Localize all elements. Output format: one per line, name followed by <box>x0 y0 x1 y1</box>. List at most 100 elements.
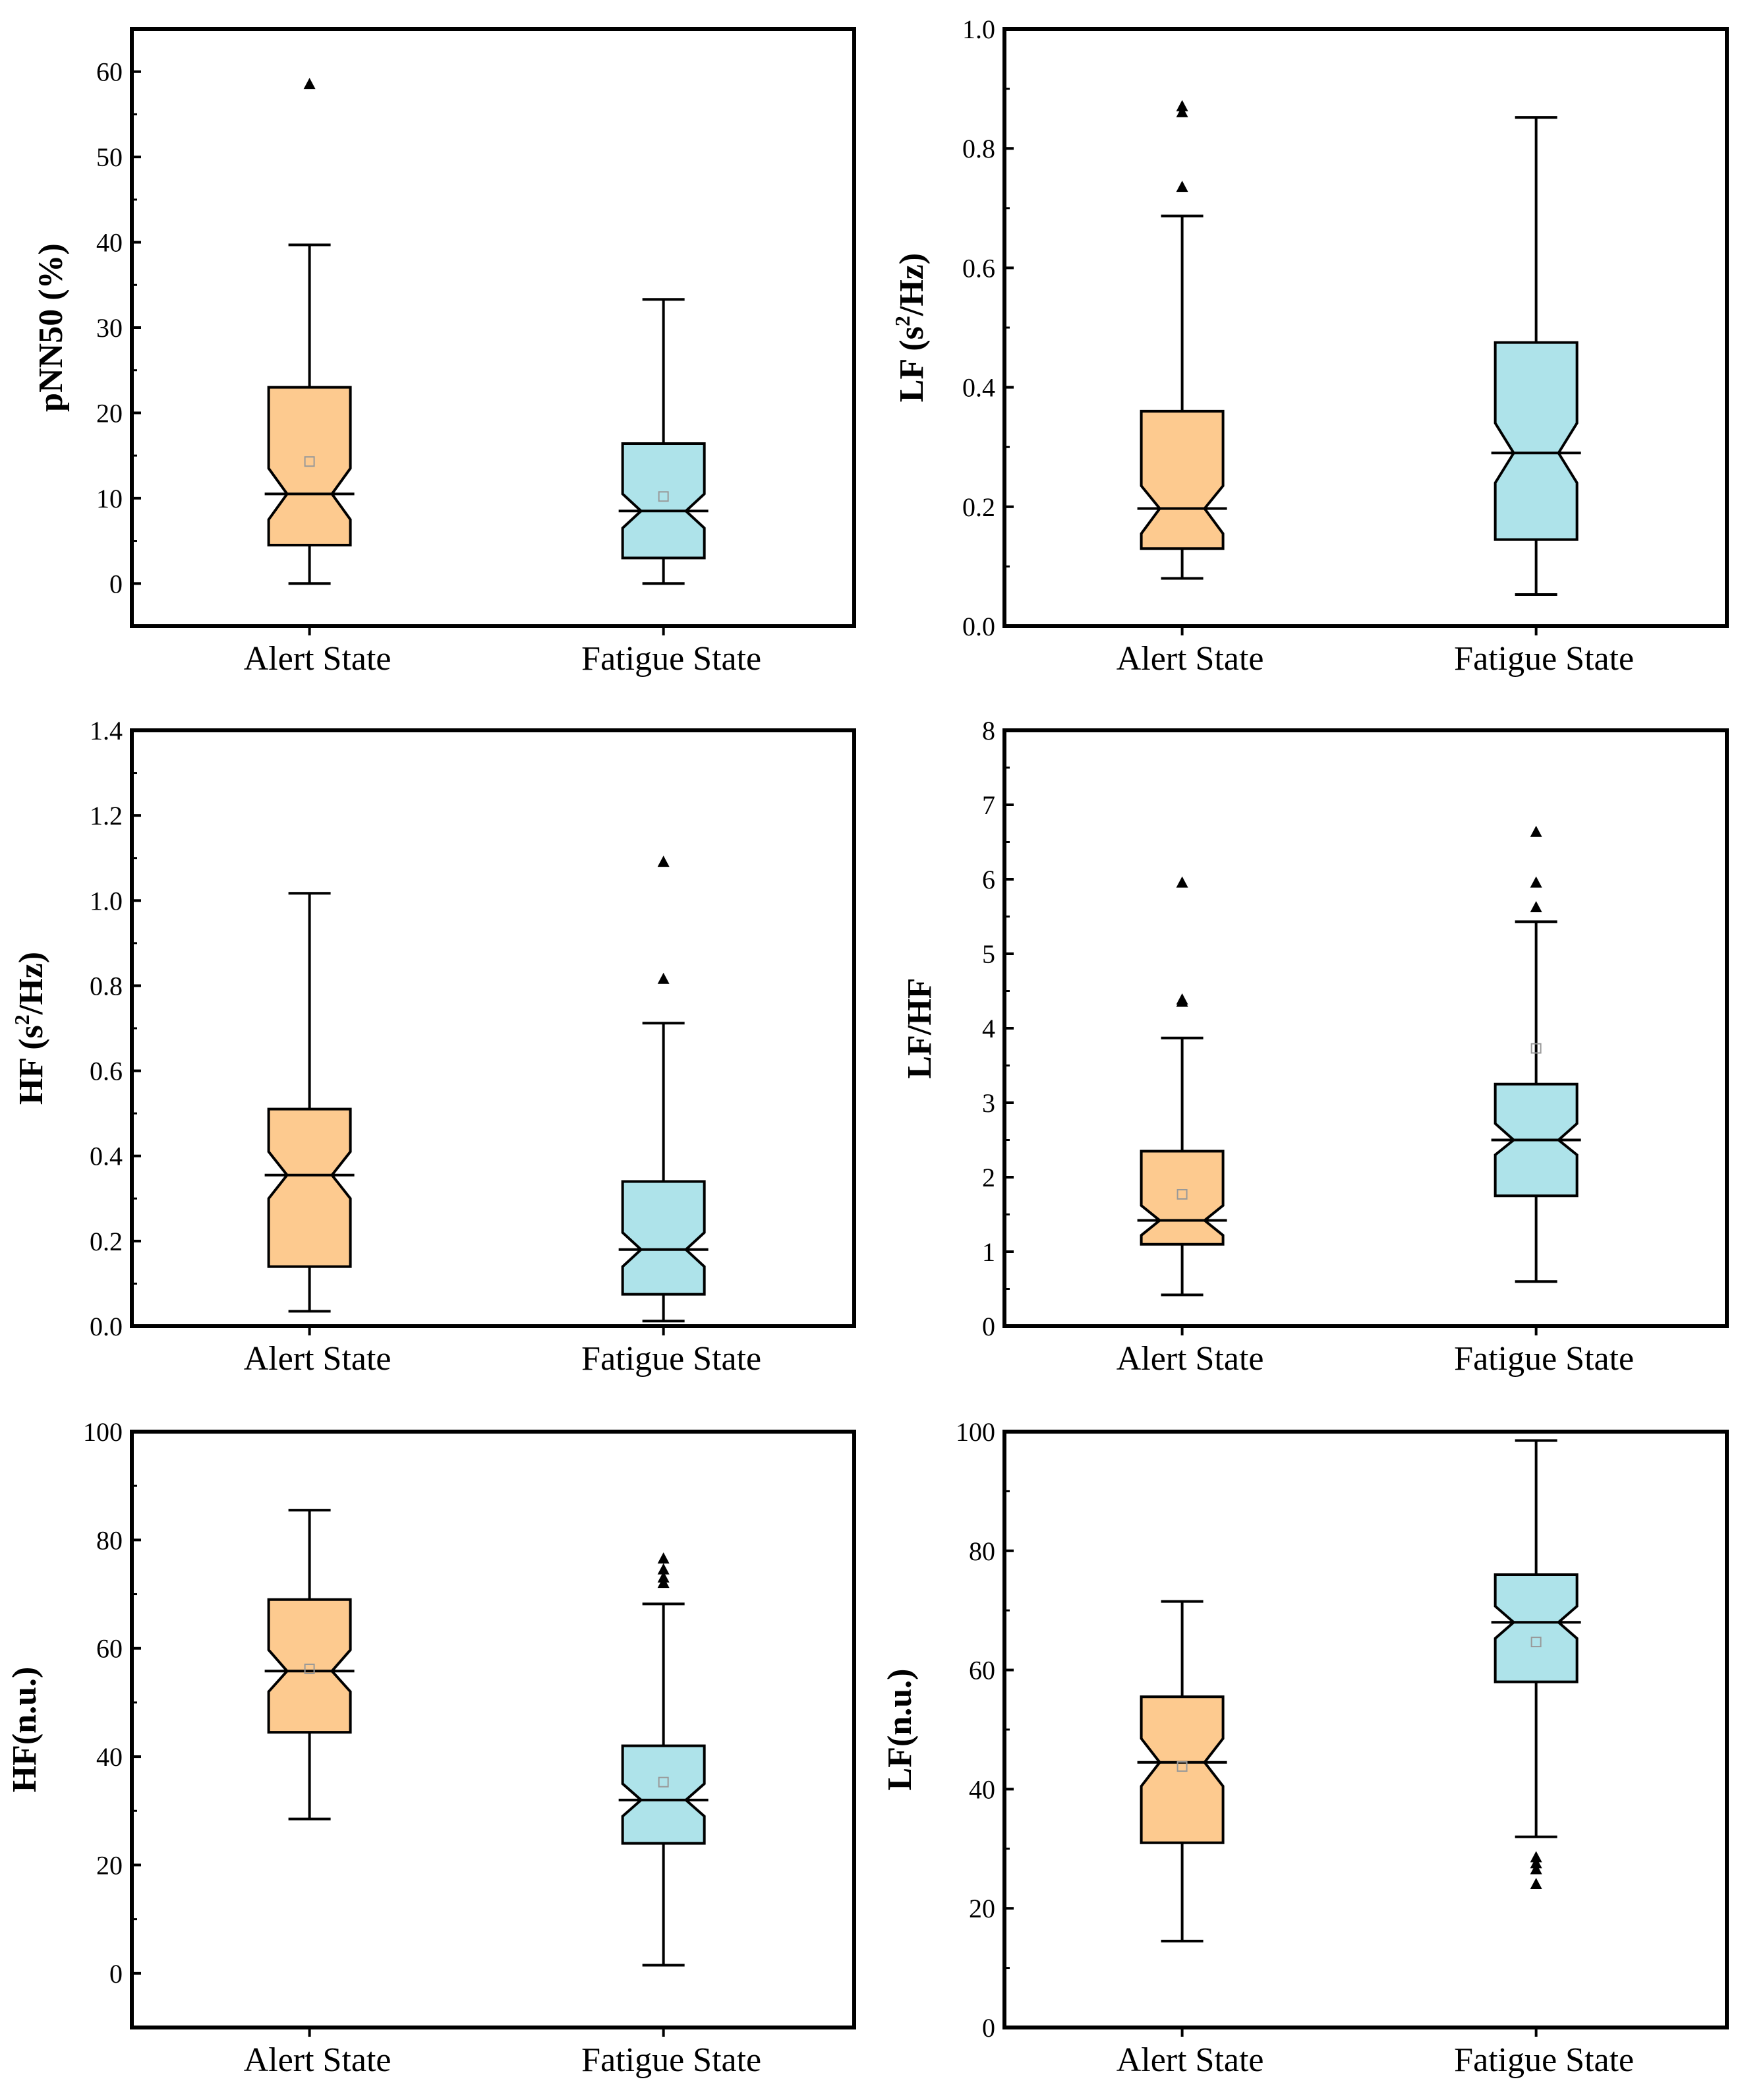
box-body <box>1494 341 1579 541</box>
outlier-point <box>1530 1857 1542 1869</box>
x-category-label: Alert State <box>1116 640 1264 678</box>
mean-marker <box>658 491 669 502</box>
x-category-label: Alert State <box>244 640 392 678</box>
y-tick-label: 0 <box>982 1312 995 1341</box>
outlier-point <box>657 972 670 984</box>
plot-frame <box>1002 27 1729 628</box>
box-fatigue <box>1491 825 1581 1283</box>
box-body <box>1140 1695 1225 1844</box>
box-alert <box>264 892 355 1313</box>
y-tick-label: 10 <box>96 484 123 513</box>
y-tick-label: 0.4 <box>90 1142 123 1171</box>
y-axis-title: HF (s2/Hz) <box>10 952 50 1105</box>
outlier-point <box>657 856 670 867</box>
plot-frame <box>1002 1430 1729 2029</box>
mean-marker <box>304 1663 315 1674</box>
y-axis-title: LF (s2/Hz) <box>890 253 931 402</box>
outlier-point <box>303 78 316 90</box>
chart-panel-3: 0.0 0.2 0.4 0.6 0.8 1.0 1.2 1.4 Alert State Fatig… <box>10 716 856 1378</box>
mean-marker <box>1530 1043 1542 1054</box>
x-category-label: Fatigue State <box>581 640 761 678</box>
x-category-label: Fatigue State <box>581 1340 761 1378</box>
y-tick-label: 5 <box>982 939 995 969</box>
box-alert <box>1137 100 1227 580</box>
y-tick-label: 100 <box>956 1417 995 1447</box>
y-tick-label: 60 <box>96 57 123 87</box>
y-tick-label: 0.0 <box>90 1312 123 1341</box>
chart-panel-5: 0 20 40 60 80 100 Alert State Fatigue State HF(n… <box>6 1417 856 2079</box>
y-axis-title-end: /Hz) <box>893 253 931 316</box>
y-tick-label: 1.0 <box>90 886 123 916</box>
mean-marker <box>304 456 315 467</box>
chart-panel-4: 0 1 2 3 4 5 6 7 8 Alert State Fatigue State LF/HF <box>901 716 1729 1378</box>
box-fatigue <box>618 298 709 585</box>
y-tick-label: 6 <box>982 865 995 894</box>
outlier-point <box>1530 900 1542 912</box>
y-tick-label: 40 <box>96 228 123 258</box>
y-axis-title: LF(n.u.) <box>881 1669 919 1791</box>
y-tick-label: 0.4 <box>962 373 995 403</box>
x-category-label: Fatigue State <box>1454 1340 1634 1378</box>
box-body <box>1140 1150 1225 1246</box>
plot-frame <box>130 728 856 1328</box>
chart-panel-2: 0.0 0.2 0.4 0.6 0.8 1.0 Alert State Fatigue Sta… <box>890 15 1729 678</box>
y-tick-label: 0.0 <box>962 612 995 641</box>
x-category-label: Fatigue State <box>581 2041 761 2079</box>
y-axis-title-end: /Hz) <box>13 952 50 1015</box>
plot-frame <box>130 27 856 628</box>
y-tick-label: 0 <box>982 2013 995 2043</box>
box-alert <box>1137 1600 1227 1942</box>
mean-marker <box>658 1776 669 1788</box>
y-axis-title-superscript: 2 <box>890 316 914 326</box>
mean-marker <box>1176 1761 1188 1772</box>
y-tick-label: 0.8 <box>90 971 123 1001</box>
outlier-point <box>1176 876 1188 888</box>
y-tick-label: 1.4 <box>90 716 123 745</box>
box-alert <box>1137 876 1227 1297</box>
chart-panel-6: 0 20 40 60 80 100 Alert State Fatigue State LF(n… <box>881 1417 1729 2079</box>
plot-frame <box>130 1430 856 2029</box>
y-tick-label: 40 <box>96 1742 123 1772</box>
outlier-point <box>1530 1863 1542 1875</box>
y-tick-label: 40 <box>969 1774 995 1804</box>
box-body <box>1140 409 1225 550</box>
y-axis-title: HF(n.u.) <box>6 1667 44 1793</box>
outlier-point <box>1176 100 1188 111</box>
y-tick-label: 1 <box>982 1237 995 1267</box>
outlier-point <box>1530 1878 1542 1890</box>
outlier-point <box>1530 876 1542 888</box>
y-tick-label: 80 <box>969 1536 995 1566</box>
y-tick-label: 0.6 <box>90 1057 123 1086</box>
y-tick-label: 80 <box>96 1525 123 1555</box>
box-fatigue <box>618 856 709 1323</box>
y-tick-label: 0.2 <box>90 1227 123 1256</box>
outlier-point <box>1176 181 1188 192</box>
box-alert <box>264 1509 355 1821</box>
y-tick-label: 0.8 <box>962 134 995 163</box>
box-body <box>1494 1573 1579 1683</box>
outlier-point <box>1176 105 1188 117</box>
box-body <box>621 1180 706 1296</box>
outlier-point <box>657 1563 670 1575</box>
box-alert <box>264 78 355 585</box>
y-axis-title-superscript: 2 <box>10 1014 34 1025</box>
outlier-point <box>657 1552 670 1564</box>
chart-panel-1: 0 10 20 30 40 50 60 Alert State Fatigue State pNN… <box>32 27 856 678</box>
y-tick-label: 8 <box>982 716 995 745</box>
y-tick-label: 0.2 <box>962 492 995 522</box>
mean-marker <box>1176 1188 1188 1200</box>
box-body <box>621 1744 706 1845</box>
outlier-point <box>657 1571 670 1583</box>
y-tick-label: 0 <box>109 1959 123 1989</box>
y-tick-label: 20 <box>96 1850 123 1880</box>
y-tick-label: 20 <box>969 1894 995 1923</box>
x-category-label: Alert State <box>1116 2041 1264 2079</box>
y-axis-title-main: LF (s <box>893 326 931 402</box>
y-tick-label: 0.6 <box>962 253 995 283</box>
x-category-label: Fatigue State <box>1454 640 1634 678</box>
x-category-label: Alert State <box>244 1340 392 1378</box>
y-tick-label: 1.2 <box>90 801 123 831</box>
y-axis-title-main: HF (s <box>13 1025 50 1105</box>
y-axis-title: LF/HF <box>901 977 939 1078</box>
